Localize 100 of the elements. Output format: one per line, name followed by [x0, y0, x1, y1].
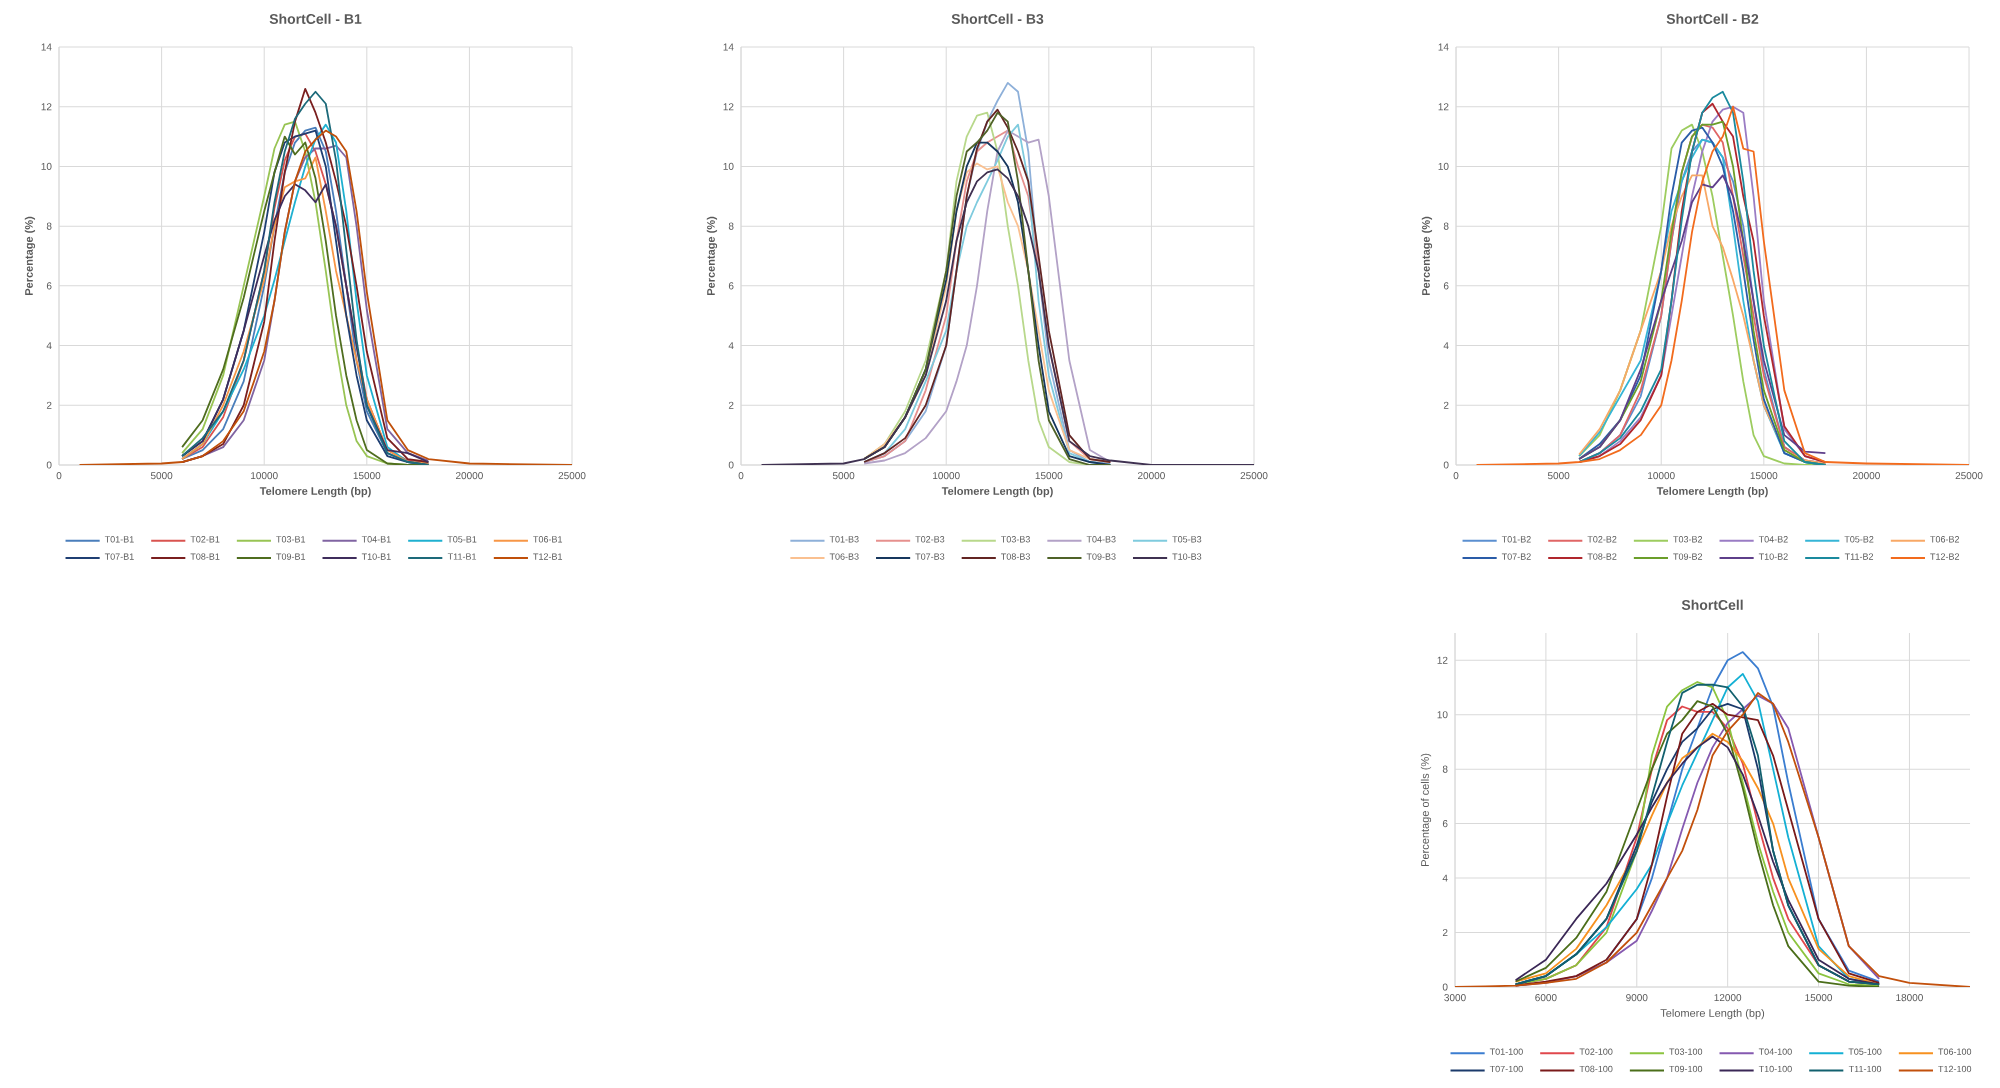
legend-label: T02-B2 [1587, 536, 1617, 543]
legend-label: T03-100 [1669, 1048, 1703, 1055]
y-tick-label: 12 [1438, 103, 1449, 111]
legend-label: T09-B3 [1086, 553, 1116, 560]
y-tick-label: 2 [1442, 929, 1448, 937]
chart-title: ShortCell - B3 [951, 13, 1044, 24]
legend-label: T08-100 [1579, 1065, 1613, 1073]
legend-label: T06-100 [1938, 1048, 1972, 1055]
legend-label: T10-B2 [1758, 553, 1788, 560]
legend-label: T07-B1 [104, 553, 134, 560]
y-axis-title: Percentage of cells (%) [1420, 753, 1432, 866]
y-tick-label: 10 [1438, 162, 1449, 170]
legend-label: T07-100 [1489, 1065, 1523, 1073]
legend-label: T01-100 [1489, 1048, 1523, 1055]
legend-label: T02-100 [1579, 1048, 1613, 1055]
y-tick-label: 10 [723, 162, 734, 170]
y-tick-label: 0 [1442, 983, 1448, 991]
legend-label: T05-B2 [1844, 536, 1874, 543]
y-tick-label: 0 [1443, 461, 1449, 469]
x-tick-label: 10000 [251, 472, 278, 480]
y-axis-title: Percentage (%) [706, 216, 718, 296]
legend-label: T04-B1 [361, 536, 391, 543]
x-tick-label: 15000 [353, 472, 381, 480]
legend-label: T03-B1 [276, 536, 306, 543]
x-tick-label: 15000 [1035, 472, 1063, 480]
legend-label: T06-B2 [1930, 536, 1960, 543]
y-tick-label: 14 [723, 43, 734, 51]
y-tick-label: 0 [728, 461, 734, 469]
legend-label: T07-B3 [915, 553, 945, 560]
legend-label: T04-B2 [1758, 536, 1788, 543]
x-tick-label: 20000 [456, 472, 483, 480]
x-tick-label: 12000 [1714, 994, 1742, 1002]
legend-label: T12-B1 [533, 553, 563, 560]
y-tick-label: 10 [1437, 711, 1448, 719]
x-tick-label: 5000 [1547, 472, 1570, 480]
legend-label: T09-B1 [276, 553, 306, 560]
legend-label: T11-B2 [1844, 553, 1874, 560]
chart-title: ShortCell - B2 [1666, 13, 1759, 24]
legend-label: T02-B1 [190, 536, 220, 543]
y-tick-label: 14 [1438, 43, 1449, 51]
x-tick-label: 10000 [933, 472, 960, 480]
y-tick-label: 0 [46, 461, 52, 469]
x-tick-label: 10000 [1648, 472, 1675, 480]
legend-label: T07-B2 [1501, 553, 1531, 560]
x-tick-label: 18000 [1896, 994, 1923, 1002]
x-tick-label: 9000 [1626, 994, 1648, 1002]
legend-label: T09-B2 [1673, 553, 1703, 560]
x-axis-title: Telomere Length (bp) [941, 486, 1053, 498]
chart-title: ShortCell [1681, 599, 1743, 610]
x-tick-label: 6000 [1535, 994, 1557, 1002]
y-tick-label: 4 [728, 342, 734, 350]
y-tick-label: 8 [728, 222, 734, 230]
x-tick-label: 0 [1453, 472, 1459, 480]
legend-label: T04-B3 [1086, 536, 1116, 543]
x-tick-label: 0 [56, 472, 62, 480]
y-tick-label: 2 [1443, 401, 1449, 409]
x-tick-label: 20000 [1853, 472, 1880, 480]
chart-title: ShortCell - B1 [269, 13, 362, 24]
legend-label: T08-B3 [1001, 553, 1030, 560]
x-axis-title: Telomere Length (bp) [1660, 1008, 1765, 1020]
x-tick-label: 20000 [1138, 472, 1165, 480]
y-tick-label: 12 [1437, 656, 1448, 664]
legend-label: T12-100 [1938, 1065, 1972, 1073]
legend-label: T05-B1 [447, 536, 477, 543]
y-tick-label: 14 [41, 43, 52, 51]
y-tick-label: 6 [1443, 282, 1449, 290]
y-tick-label: 10 [41, 162, 52, 170]
legend-label: T10-100 [1758, 1065, 1792, 1073]
legend-label: T01-B3 [829, 536, 859, 543]
x-tick-label: 5000 [150, 472, 173, 480]
x-axis-title: Telomere Length (bp) [259, 486, 371, 498]
legend-label: T01-B1 [104, 536, 134, 543]
y-tick-label: 8 [1442, 765, 1448, 773]
legend-label: T11-B1 [447, 553, 477, 560]
y-tick-label: 6 [728, 282, 734, 290]
legend-label: T06-B3 [829, 553, 859, 560]
y-axis-title: Percentage (%) [1421, 216, 1433, 296]
legend-label: T03-B3 [1001, 536, 1030, 543]
x-tick-label: 25000 [1955, 472, 1983, 480]
y-tick-label: 4 [1443, 342, 1449, 350]
legend-label: T01-B2 [1501, 536, 1531, 543]
x-tick-label: 25000 [1240, 472, 1268, 480]
y-axis-title: Percentage (%) [24, 216, 36, 296]
x-tick-label: 15000 [1805, 994, 1833, 1002]
legend-label: T05-B3 [1172, 536, 1202, 543]
legend-label: T10-B1 [361, 553, 391, 560]
legend-label: T12-B2 [1930, 553, 1960, 560]
legend-label: T04-100 [1758, 1048, 1792, 1055]
legend-label: T03-B2 [1673, 536, 1703, 543]
y-tick-label: 2 [728, 401, 734, 409]
legend-label: T08-B1 [190, 553, 220, 560]
y-tick-label: 12 [723, 103, 734, 111]
x-tick-label: 5000 [832, 472, 855, 480]
legend-label: T06-B1 [533, 536, 563, 543]
x-tick-label: 3000 [1444, 994, 1466, 1002]
y-tick-label: 6 [46, 282, 52, 290]
y-tick-label: 12 [41, 103, 52, 111]
x-tick-label: 15000 [1750, 472, 1778, 480]
y-tick-label: 6 [1442, 820, 1448, 828]
legend-label: T09-100 [1669, 1065, 1703, 1073]
